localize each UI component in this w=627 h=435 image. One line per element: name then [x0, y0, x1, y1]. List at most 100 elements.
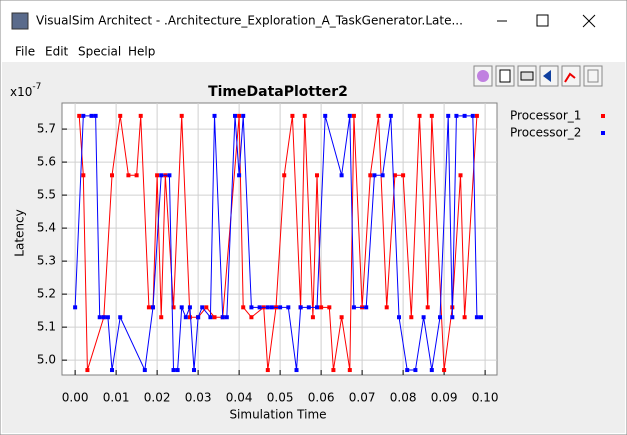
data-point	[290, 113, 295, 118]
x-tick-label: 0.08	[390, 391, 417, 405]
y-tick-label: 5.1	[37, 320, 56, 334]
x-tick-label: 0.00	[62, 391, 89, 405]
x-axis-label: Simulation Time	[229, 408, 326, 422]
data-point	[233, 113, 238, 118]
data-point	[392, 173, 397, 178]
data-point	[167, 173, 172, 178]
data-point	[339, 173, 344, 178]
data-point	[425, 305, 430, 310]
data-point	[204, 305, 209, 310]
data-point	[405, 368, 410, 373]
toolbar-icon	[499, 69, 511, 83]
data-point	[347, 113, 352, 118]
data-point	[372, 173, 377, 178]
data-point	[220, 315, 225, 320]
series-line	[78, 115, 478, 371]
data-point	[179, 305, 184, 310]
data-point	[187, 315, 192, 320]
data-point	[134, 173, 139, 178]
x-tick-label: 0.07	[349, 391, 376, 405]
legend-marker	[601, 131, 605, 135]
data-point	[179, 113, 184, 118]
toolbar-icon	[477, 70, 489, 82]
data-point	[470, 113, 475, 118]
data-point	[241, 113, 246, 118]
data-point	[339, 315, 344, 320]
plot-area	[61, 102, 498, 376]
menu-item[interactable]: Edit	[45, 45, 69, 59]
y-tick-label: 5.4	[37, 221, 56, 235]
toolbar-icon	[520, 71, 534, 81]
data-point	[151, 305, 156, 310]
data-point	[196, 315, 201, 320]
data-point	[101, 315, 106, 320]
menu-item[interactable]: Help	[128, 45, 155, 59]
data-point	[249, 305, 254, 310]
maximize-button[interactable]	[536, 14, 549, 27]
toolbar-icon	[564, 72, 576, 83]
data-point	[298, 305, 303, 310]
data-point	[138, 113, 143, 118]
data-point	[257, 305, 262, 310]
data-point	[171, 305, 176, 310]
data-point	[77, 113, 82, 118]
data-point	[142, 368, 147, 373]
data-point	[351, 113, 356, 118]
legend-label: Processor_2	[510, 126, 581, 140]
menu-item[interactable]: File	[15, 45, 35, 59]
data-point	[146, 305, 151, 310]
toolbar-button[interactable]	[583, 65, 603, 87]
data-point	[397, 315, 402, 320]
data-point	[368, 173, 373, 178]
x-tick-label: 0.06	[308, 391, 335, 405]
data-point	[380, 173, 385, 178]
data-point	[110, 173, 115, 178]
y-tick-label: 5.2	[37, 287, 56, 301]
app-icon	[11, 12, 29, 30]
legend-label: Processor_1	[510, 109, 581, 123]
data-point	[474, 113, 479, 118]
data-point	[413, 368, 418, 373]
data-point	[409, 315, 414, 320]
data-point	[249, 315, 254, 320]
y-tick-label: 5.5	[37, 188, 56, 202]
data-point	[175, 368, 180, 373]
data-point	[429, 113, 434, 118]
chart: 0.00 0.01 0.02 0.03 0.04 0.05 0.06 0.07 0.08 0.09…	[37, 103, 605, 405]
data-point	[442, 368, 447, 373]
data-point	[118, 113, 123, 118]
toolbar	[473, 65, 603, 87]
data-point	[93, 113, 98, 118]
data-point	[421, 315, 426, 320]
data-point	[347, 368, 352, 373]
data-point	[327, 305, 332, 310]
data-point	[224, 315, 229, 320]
data-point	[306, 305, 311, 310]
data-point	[384, 305, 389, 310]
x-tick-label: 0.03	[185, 391, 212, 405]
data-point	[265, 368, 270, 373]
x-tick-label: 0.04	[226, 391, 253, 405]
data-point	[183, 315, 188, 320]
data-point	[159, 173, 164, 178]
data-point	[237, 173, 242, 178]
close-button[interactable]	[582, 14, 596, 28]
data-point	[323, 113, 328, 118]
data-point	[212, 315, 217, 320]
data-point	[265, 305, 270, 310]
legend-marker	[601, 114, 605, 118]
data-point	[388, 113, 393, 118]
data-point	[192, 368, 197, 373]
data-point	[126, 173, 131, 178]
data-point	[458, 173, 463, 178]
x-tick-label: 0.05	[267, 391, 294, 405]
data-point	[110, 368, 115, 373]
x-tick-label: 0.09	[431, 391, 458, 405]
data-point	[200, 305, 205, 310]
data-point	[315, 305, 320, 310]
data-point	[241, 305, 246, 310]
menu-item[interactable]: Special	[78, 45, 121, 59]
data-point	[171, 368, 176, 373]
